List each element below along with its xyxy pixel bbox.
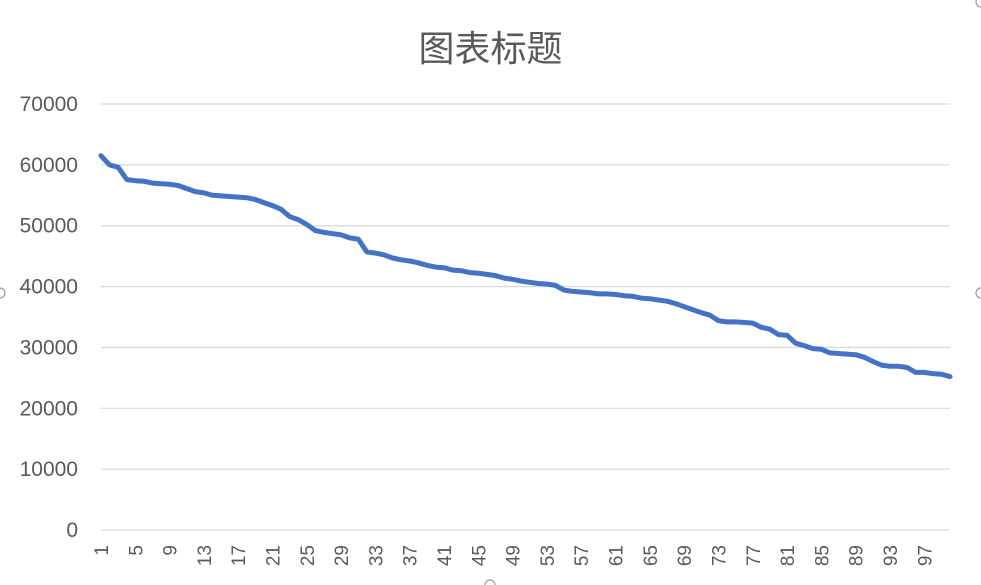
resize-handle[interactable] (484, 579, 496, 585)
x-tick-label: 1 (92, 545, 113, 556)
x-tick-label: 37 (401, 545, 422, 566)
x-tick-label: 65 (641, 545, 662, 566)
x-tick-label: 49 (504, 545, 525, 566)
x-tick-label: 81 (778, 545, 799, 566)
x-tick-label: 77 (744, 545, 765, 566)
x-tick-label: 45 (469, 545, 490, 566)
y-tick-label: 30000 (20, 336, 78, 359)
chart-title: 图表标题 (418, 29, 563, 70)
y-tick-label: 10000 (20, 458, 78, 481)
x-tick-label: 69 (675, 545, 696, 566)
resize-handle[interactable] (975, 287, 981, 299)
x-tick-label: 89 (847, 545, 868, 566)
x-tick-label: 73 (709, 545, 730, 566)
series-line (98, 153, 953, 380)
y-tick-label: 60000 (20, 154, 78, 177)
x-tick-label: 9 (161, 545, 182, 556)
y-tick-label: 40000 (20, 276, 78, 299)
x-tick-label: 97 (915, 545, 936, 566)
x-tick-label: 57 (572, 545, 593, 566)
y-tick-label: 0 (66, 519, 78, 542)
x-tick-label: 17 (229, 545, 250, 566)
y-tick-label: 50000 (20, 215, 78, 238)
x-tick-label: 13 (195, 545, 216, 566)
x-tick-label: 25 (298, 545, 319, 566)
resize-handle[interactable] (975, 0, 981, 8)
x-tick-label: 93 (881, 545, 902, 566)
x-tick-label: 5 (126, 545, 147, 556)
y-tick-label: 20000 (20, 397, 78, 420)
y-tick-label: 70000 (20, 93, 78, 116)
resize-handle[interactable] (0, 287, 6, 299)
x-tick-label: 33 (366, 545, 387, 566)
x-tick-label: 53 (538, 545, 559, 566)
x-tick-label: 21 (264, 545, 285, 566)
x-tick-label: 85 (812, 545, 833, 566)
x-tick-label: 61 (607, 545, 628, 566)
x-tick-label: 41 (435, 545, 456, 566)
x-tick-label: 29 (332, 545, 353, 566)
